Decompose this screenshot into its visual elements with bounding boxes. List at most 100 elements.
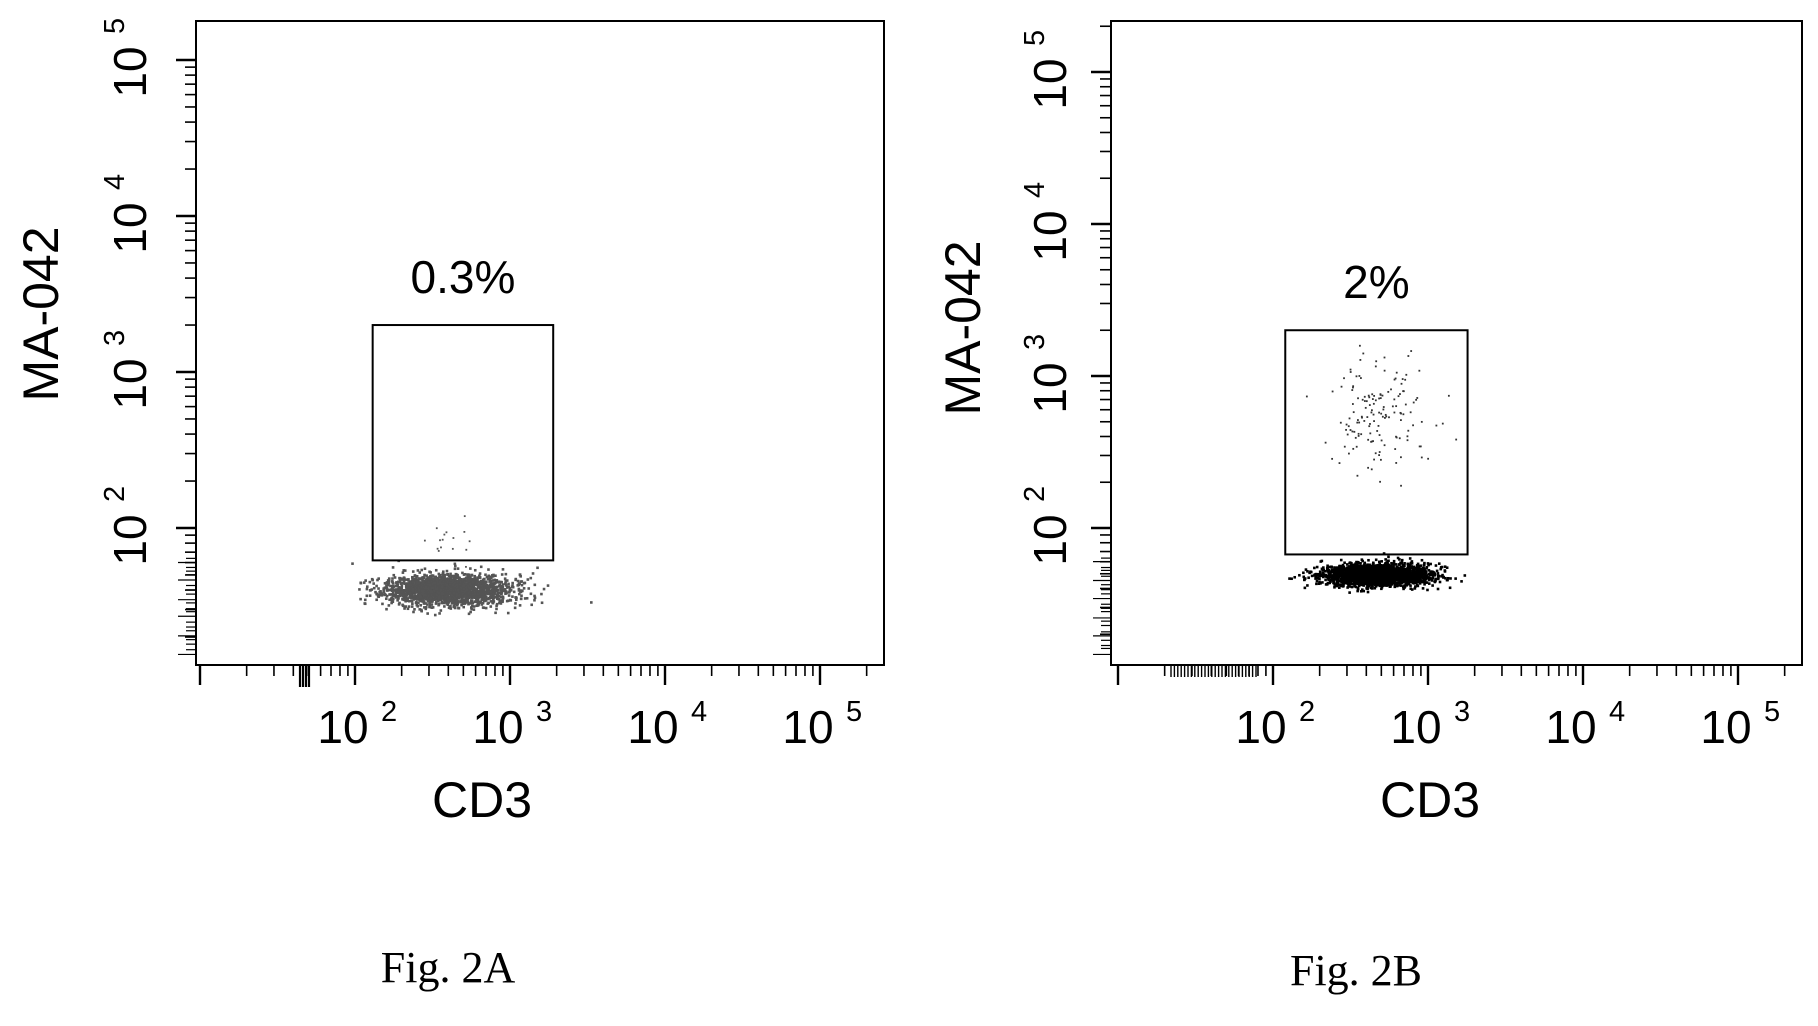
data-point [469, 593, 472, 597]
data-point [485, 584, 489, 588]
data-point [1372, 566, 1375, 569]
data-point [1429, 572, 1432, 576]
data-point [398, 586, 402, 589]
data-point [1373, 564, 1376, 568]
data-point [496, 580, 500, 584]
data-point [1412, 565, 1416, 569]
data-point [468, 595, 471, 599]
data-point [1359, 576, 1363, 580]
data-point [1302, 575, 1306, 579]
data-point [448, 585, 451, 589]
data-point [1326, 581, 1330, 585]
data-point [491, 579, 495, 582]
data-point [1387, 563, 1391, 567]
data-point [388, 598, 391, 602]
data-point [455, 592, 459, 596]
data-point [426, 596, 429, 600]
data-point [1387, 584, 1391, 587]
data-point [403, 582, 407, 586]
data-point [490, 576, 493, 580]
data-point [1347, 584, 1350, 588]
data-point [476, 595, 480, 598]
data-point [394, 591, 398, 594]
data-point [452, 599, 456, 603]
data-point [441, 586, 445, 589]
data-point [372, 586, 376, 590]
data-point [407, 578, 410, 581]
data-point [519, 597, 523, 601]
data-point [1414, 581, 1418, 585]
data-point [1387, 565, 1391, 568]
data-point [488, 578, 492, 581]
data-point [473, 591, 476, 595]
data-point [485, 588, 489, 591]
data-point [456, 567, 460, 570]
data-point [1367, 582, 1370, 586]
data-point [434, 568, 438, 572]
data-point [1340, 569, 1343, 572]
data-point [1365, 568, 1369, 572]
data-point [487, 585, 491, 589]
data-point [427, 591, 430, 594]
data-point [479, 565, 483, 569]
data-point [1351, 582, 1355, 586]
data-point [432, 592, 436, 596]
data-point [469, 567, 472, 570]
data-point [1303, 578, 1306, 582]
data-point [428, 601, 432, 605]
data-point [455, 591, 458, 594]
data-point [1332, 579, 1335, 582]
data-point [449, 607, 453, 610]
data-point [453, 584, 457, 588]
data-point [1356, 572, 1360, 576]
data-point [437, 594, 441, 598]
data-point [1393, 568, 1397, 571]
data-point [428, 604, 432, 607]
y-tick-label-exponent: 3 [99, 330, 131, 346]
data-point [1353, 582, 1357, 586]
data-point [1357, 571, 1361, 574]
data-point [470, 596, 474, 600]
data-point [392, 573, 396, 577]
data-point [514, 578, 517, 582]
data-point [448, 599, 452, 602]
data-point [453, 581, 456, 585]
data-point [401, 592, 405, 595]
data-point [487, 589, 490, 592]
data-point [477, 583, 480, 587]
data-point [508, 590, 511, 593]
data-point [453, 562, 457, 566]
data-point [1409, 587, 1413, 590]
data-point [483, 580, 486, 584]
data-point [1419, 574, 1423, 578]
data-point [399, 582, 403, 585]
data-point [433, 575, 437, 579]
data-point [482, 587, 485, 591]
data-point [1414, 585, 1417, 588]
data-point [425, 595, 429, 598]
data-point [1321, 568, 1325, 572]
data-point [1371, 584, 1374, 588]
data-point [1422, 580, 1426, 584]
data-point [369, 588, 372, 592]
data-point [445, 569, 449, 573]
data-point [457, 579, 461, 583]
data-point [400, 584, 404, 588]
data-point [1395, 565, 1399, 569]
data-point [412, 598, 416, 601]
data-point [405, 590, 409, 593]
data-point [428, 600, 432, 603]
data-point [422, 593, 425, 596]
data-point [427, 594, 430, 598]
data-point [509, 589, 513, 592]
data-point [1362, 589, 1366, 593]
data-point [496, 595, 499, 598]
data-point [1333, 586, 1336, 589]
data-point [462, 587, 466, 591]
data-point [507, 582, 510, 586]
data-point [1417, 567, 1421, 571]
data-point [1380, 587, 1383, 591]
data-point [430, 606, 434, 609]
data-point [459, 582, 463, 586]
